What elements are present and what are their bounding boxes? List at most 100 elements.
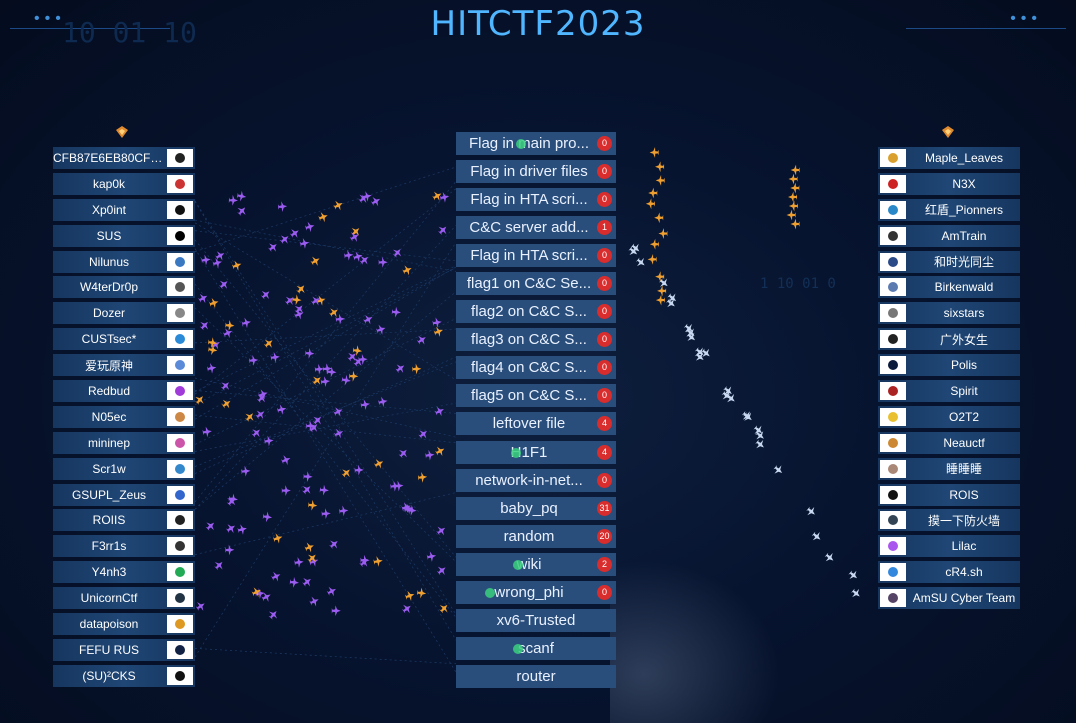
challenge-item[interactable]: scanf	[456, 636, 616, 660]
team-row[interactable]: Nilunus	[53, 250, 195, 273]
challenge-item[interactable]: leftover file 4	[456, 412, 616, 436]
team-row[interactable]: ROIS	[878, 483, 1020, 506]
plane-icon	[327, 366, 337, 378]
team-row[interactable]: ROIIS	[53, 509, 195, 532]
plane-icon	[654, 212, 664, 224]
solve-count-badge: 31	[597, 500, 612, 516]
solve-count-badge: 0	[597, 164, 612, 180]
team-row[interactable]: Polis	[878, 354, 1020, 377]
challenge-item[interactable]: flag2 on C&C S... 0	[456, 300, 616, 324]
plane-icon	[328, 308, 338, 318]
challenge-item[interactable]: H1F1 4	[456, 440, 616, 464]
team-logo-icon	[167, 304, 193, 323]
trail-line	[194, 266, 457, 420]
team-row[interactable]: Scr1w	[53, 457, 195, 480]
team-logo-mark	[175, 204, 185, 215]
team-row[interactable]: F3rr1s	[53, 535, 195, 558]
challenge-item[interactable]: random 20	[456, 524, 616, 548]
plane-icon	[416, 335, 426, 345]
plane-icon	[255, 588, 265, 599]
team-row[interactable]: CFB87E6EB80CFB...	[53, 147, 195, 169]
trail-line	[194, 361, 457, 467]
challenge-item[interactable]: flag1 on C&C Se... 0	[456, 272, 616, 296]
team-row[interactable]: CUSTsec*	[53, 328, 195, 351]
team-row[interactable]: Maple_Leaves	[878, 147, 1020, 169]
team-row[interactable]: Y4nh3	[53, 561, 195, 584]
team-row[interactable]: 睡睡睡	[878, 457, 1020, 480]
plane-icon	[219, 280, 228, 290]
plane-icon	[304, 542, 314, 553]
team-row[interactable]: cR4.sh	[878, 561, 1020, 584]
team-row[interactable]: 爱玩原神	[53, 354, 195, 377]
challenge-item[interactable]: wrong_phi 0	[456, 580, 616, 604]
challenge-item[interactable]: Flag in HTA scri... 0	[456, 188, 616, 212]
team-row[interactable]: mininep	[53, 431, 195, 454]
team-row[interactable]: UnicornCtf	[53, 587, 195, 610]
challenge-list: Flag in main pro... 0 Flag in driver files…	[456, 132, 616, 693]
team-row[interactable]: SUS	[53, 224, 195, 247]
team-row[interactable]: Neauctf	[878, 431, 1020, 454]
team-name: Lilac	[951, 539, 977, 554]
team-row[interactable]: 和时光同尘	[878, 250, 1020, 273]
team-row[interactable]: 广外女生	[878, 328, 1020, 351]
plane-icon	[333, 200, 343, 211]
challenge-item[interactable]: flag5 on C&C S... 0	[456, 384, 616, 408]
plane-icon	[354, 464, 364, 476]
challenge-item[interactable]: Flag in HTA scri... 0	[456, 244, 616, 268]
plane-icon	[205, 522, 215, 531]
team-row[interactable]: datapoison	[53, 613, 195, 636]
challenge-item[interactable]: Flag in main pro... 0	[456, 132, 616, 155]
team-row[interactable]: Xp0int	[53, 198, 195, 221]
challenge-item[interactable]: flag3 on C&C S... 0	[456, 328, 616, 352]
team-row[interactable]: N05ec	[53, 405, 195, 428]
team-row[interactable]: kap0k	[53, 172, 195, 195]
team-row[interactable]: O2T2	[878, 405, 1020, 428]
solve-count-badge: 0	[597, 248, 612, 264]
plane-icon	[378, 256, 388, 268]
team-name: Birkenwald	[934, 280, 994, 295]
team-name: W4terDr0p	[79, 280, 138, 295]
header-deco-dots-right: •••	[1010, 10, 1042, 27]
challenge-item[interactable]: Flag in driver files 0	[456, 160, 616, 184]
plane-icon	[432, 191, 442, 201]
trail-line	[194, 166, 457, 252]
team-row[interactable]: Redbud	[53, 380, 195, 403]
team-logo-icon	[880, 407, 906, 426]
challenge-item[interactable]: xv6-Trusted	[456, 608, 616, 632]
plane-icon	[215, 251, 225, 261]
plane-icon	[390, 480, 400, 492]
team-row[interactable]: Spirit	[878, 380, 1020, 403]
team-row[interactable]: sixstars	[878, 302, 1020, 325]
team-row[interactable]: 摸一下防火墙	[878, 509, 1020, 532]
plane-icon	[412, 363, 422, 375]
team-row[interactable]: 红盾_Pionners	[878, 198, 1020, 221]
team-row[interactable]: AmTrain	[878, 224, 1020, 247]
team-row[interactable]: (SU)²CKS	[53, 664, 195, 687]
solve-count-badge: 0	[597, 472, 612, 488]
team-logo-icon	[880, 537, 906, 556]
plane-icon	[292, 294, 302, 306]
team-row[interactable]: AmSU Cyber Team	[878, 587, 1020, 610]
challenge-item[interactable]: C&C server add... 1	[456, 216, 616, 240]
team-row[interactable]: FEFU RUS	[53, 638, 195, 661]
plane-icon	[790, 164, 800, 176]
plane-icon	[281, 485, 291, 496]
plane-icon	[358, 194, 368, 204]
plane-icon	[362, 191, 372, 202]
challenge-item[interactable]: flag4 on C&C S... 0	[456, 356, 616, 380]
plane-icon	[773, 465, 783, 474]
challenge-item[interactable]: router	[456, 664, 616, 688]
plane-icon	[655, 161, 665, 173]
challenge-item[interactable]: baby_pq 31	[456, 496, 616, 520]
challenge-item[interactable]: network-in-net... 0	[456, 468, 616, 492]
team-row[interactable]: Lilac	[878, 535, 1020, 558]
team-row[interactable]: N3X	[878, 172, 1020, 195]
team-logo-mark	[175, 463, 185, 474]
team-row[interactable]: W4terDr0p	[53, 276, 195, 299]
challenge-name: flag4 on C&C S...	[471, 359, 587, 377]
team-logo-mark	[888, 204, 898, 215]
team-row[interactable]: GSUPL_Zeus	[53, 483, 195, 506]
team-row[interactable]: Birkenwald	[878, 276, 1020, 299]
team-row[interactable]: Dozer	[53, 302, 195, 325]
challenge-item[interactable]: wiki 2	[456, 552, 616, 576]
